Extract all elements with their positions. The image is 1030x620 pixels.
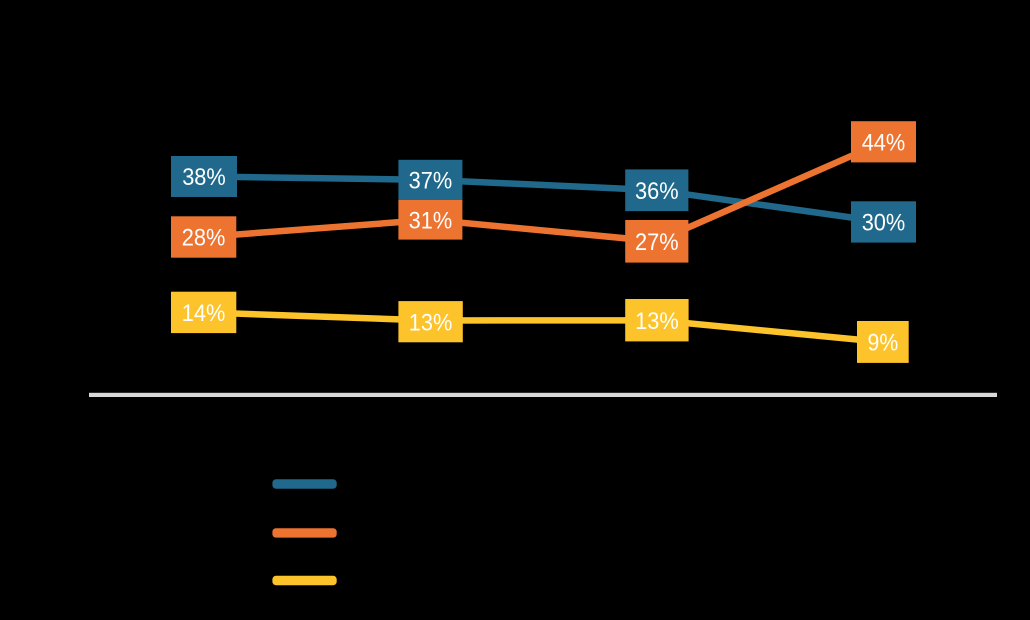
svg-text:13%: 13% xyxy=(635,308,679,335)
svg-text:30%: 30% xyxy=(862,210,906,237)
svg-text:36%: 36% xyxy=(635,178,679,205)
svg-text:44%: 44% xyxy=(862,130,906,157)
svg-text:31%: 31% xyxy=(409,208,453,235)
svg-text:27%: 27% xyxy=(635,229,679,256)
svg-text:14%: 14% xyxy=(182,300,226,327)
svg-text:37%: 37% xyxy=(409,168,453,195)
svg-text:13%: 13% xyxy=(409,309,453,336)
svg-text:38%: 38% xyxy=(182,164,226,191)
svg-text:28%: 28% xyxy=(182,225,226,252)
svg-text:9%: 9% xyxy=(868,330,899,357)
